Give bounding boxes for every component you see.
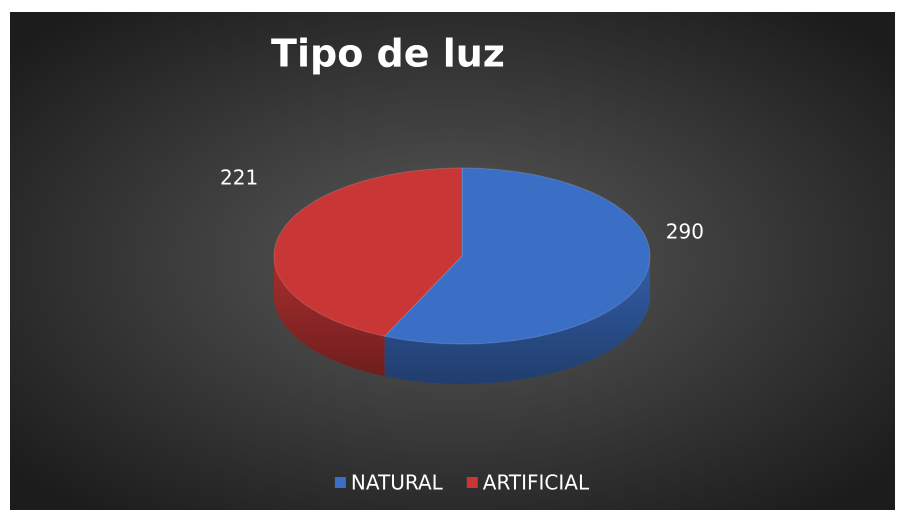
pie-slice: [383, 167, 651, 345]
legend-label: ARTIFICIAL: [483, 471, 590, 495]
legend-label: NATURAL: [351, 471, 444, 495]
chart-title: Tipo de luz: [271, 32, 505, 76]
legend-marker: [334, 477, 346, 488]
legend: NATURAL ARTIFICIAL: [334, 471, 590, 495]
pie-slice: [273, 167, 463, 337]
data-label: 221: [220, 166, 258, 190]
pie-slice-side-shade: [384, 256, 650, 384]
data-label: 290: [666, 219, 704, 243]
legend-marker: [466, 477, 478, 488]
pie-slice-side-shade: [274, 256, 385, 377]
